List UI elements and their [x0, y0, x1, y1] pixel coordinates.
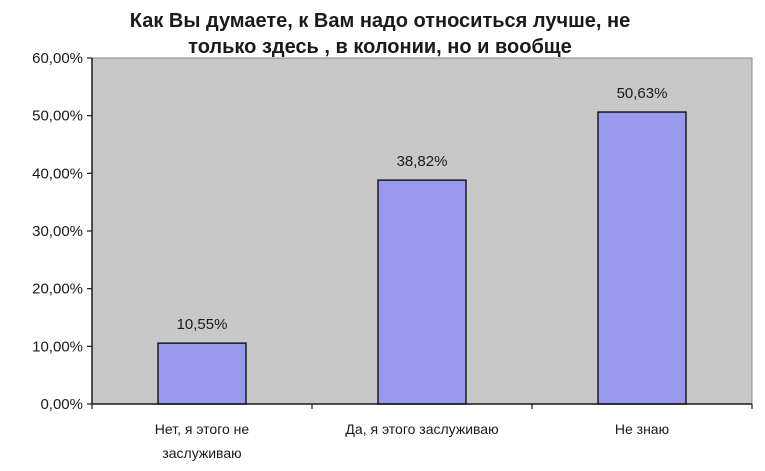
x-category-label: Да, я этого заслуживаю: [345, 421, 498, 437]
y-tick-label: 60,00%: [32, 50, 83, 67]
data-labels: 10,55% 38,82% 50,63%: [177, 85, 668, 333]
bars: [157, 111, 687, 405]
y-tick-label: 20,00%: [32, 281, 83, 298]
x-axis-categories: Нет, я этого не заслуживаю Да, я этого зас…: [91, 404, 753, 461]
bar: [377, 179, 467, 405]
data-label: 50,63%: [617, 85, 668, 102]
y-tick-label: 10,00%: [32, 338, 83, 355]
x-category-label: Не знаю: [615, 421, 669, 437]
bar: [597, 111, 687, 405]
y-axis-ticks: 0,00% 10,00% 20,00% 30,00% 40,00% 50,00% 60,00…: [32, 50, 92, 413]
chart-title-line-2: только здесь , в колонии, но и вообще: [188, 36, 572, 58]
x-category-label: заслуживаю: [162, 445, 241, 461]
y-tick-label: 40,00%: [32, 165, 83, 182]
bar: [157, 342, 247, 405]
x-category-label: Нет, я этого не: [155, 421, 250, 437]
data-label: 10,55%: [177, 316, 228, 333]
y-tick-label: 0,00%: [40, 396, 83, 413]
y-tick-label: 30,00%: [32, 223, 83, 240]
data-label: 38,82%: [397, 153, 448, 170]
y-tick-label: 50,00%: [32, 108, 83, 125]
chart-title: Как Вы думаете, к Вам надо относиться лу…: [130, 10, 630, 58]
chart-title-line-1: Как Вы думаете, к Вам надо относиться лу…: [130, 10, 630, 32]
